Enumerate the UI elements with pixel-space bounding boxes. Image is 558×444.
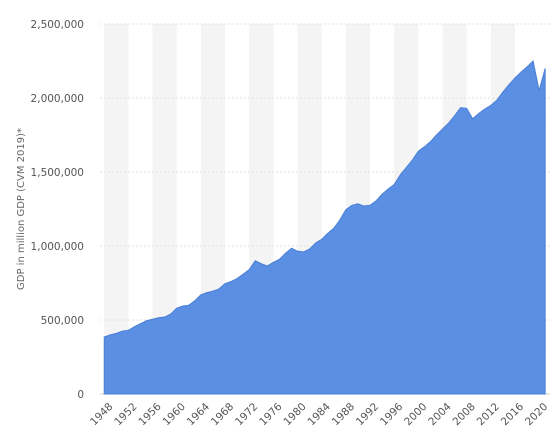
x-tick-label: 1976 [257, 401, 285, 429]
x-tick-label: 1984 [306, 401, 334, 429]
y-axis-label: GDP in million GDP (CVM 2019)* [16, 128, 27, 290]
x-tick-label: 2020 [523, 401, 550, 428]
x-tick-label: 1952 [112, 401, 139, 428]
x-tick-label: 2012 [475, 401, 502, 428]
x-tick-label: 1992 [354, 401, 381, 428]
y-tick-label: 2,500,000 [31, 19, 84, 31]
gdp-area [103, 59, 546, 395]
x-tick-label: 1948 [88, 401, 115, 428]
y-tick-label: 1,500,000 [31, 167, 84, 179]
x-tick-label: 1996 [378, 401, 406, 429]
y-tick-label: 1,000,000 [31, 241, 84, 253]
y-tick-label: 0 [77, 389, 84, 401]
x-tick-label: 1972 [233, 401, 260, 428]
x-tick-label: 1960 [161, 401, 188, 428]
x-tick-label: 1980 [281, 401, 308, 428]
x-tick-label: 1988 [330, 401, 357, 428]
x-axis-tick-labels: 1948195219561960196419681972197619801984… [88, 401, 550, 429]
x-tick-label: 2016 [499, 401, 527, 429]
y-tick-label: 500,000 [41, 315, 84, 327]
area-series-layer [103, 59, 546, 395]
y-axis-tick-labels: 0 500,000 1,000,000 1,500,000 2,000,000 2,500… [31, 19, 84, 401]
x-tick-label: 1956 [136, 401, 164, 429]
x-tick-label: 2004 [426, 401, 454, 429]
x-tick-label: 1968 [209, 401, 236, 428]
x-tick-label: 2000 [402, 401, 429, 428]
x-tick-label: 1964 [185, 401, 213, 429]
y-tick-label: 2,000,000 [31, 93, 84, 105]
x-tick-label: 2008 [450, 401, 477, 428]
